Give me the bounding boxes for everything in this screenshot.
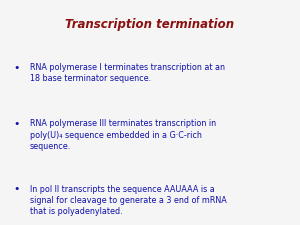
Text: •: • (13, 184, 20, 194)
Text: In pol II transcripts the sequence AAUAAA is a
signal for cleavage to generate a: In pol II transcripts the sequence AAUAA… (30, 184, 227, 216)
Text: RNA polymerase I terminates transcription at an
18 base terminator sequence.: RNA polymerase I terminates transcriptio… (30, 63, 225, 83)
Text: •: • (13, 63, 20, 73)
Text: Transcription termination: Transcription termination (65, 18, 235, 31)
Text: •: • (13, 119, 20, 129)
Text: RNA polymerase III terminates transcription in
poly(U)₄ sequence embedded in a G: RNA polymerase III terminates transcript… (30, 119, 216, 151)
